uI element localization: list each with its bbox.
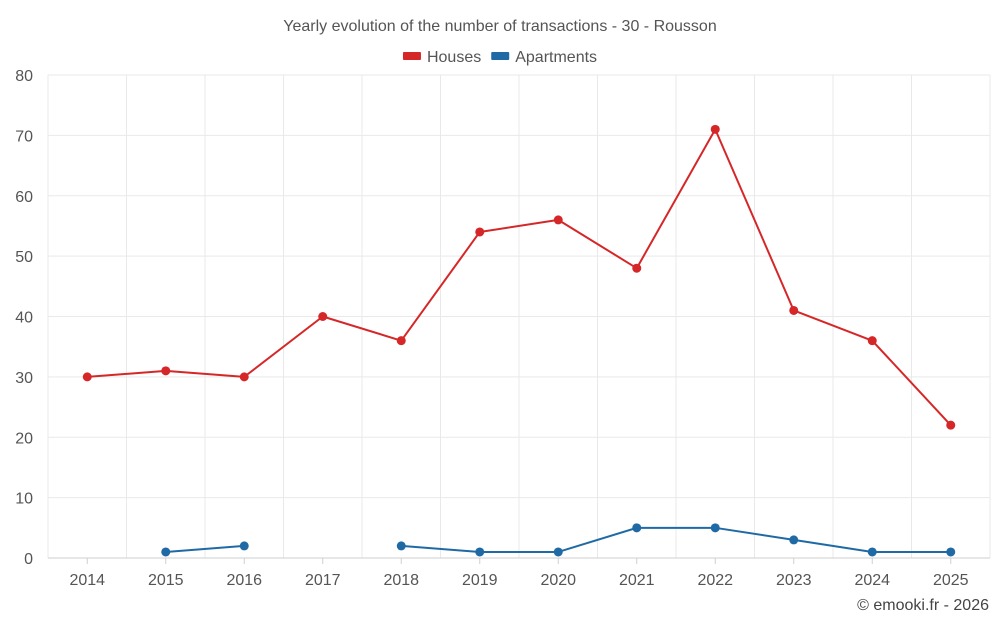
apartments-point-2024[interactable] <box>867 547 877 557</box>
y-tick-label: 20 <box>15 430 33 447</box>
axes: 0 10 20 30 40 50 60 70 80 2014 2015 2016 2017 2018 201… <box>15 68 990 589</box>
y-tick-label: 70 <box>15 128 33 145</box>
x-tick-label: 2019 <box>462 572 498 589</box>
legend-swatch <box>402 52 421 60</box>
houses-point-2014[interactable] <box>82 372 92 382</box>
houses-point-2023[interactable] <box>789 305 799 315</box>
apartments-point-2016[interactable] <box>239 541 249 551</box>
x-tick-label: 2020 <box>540 572 576 589</box>
houses-point-2016[interactable] <box>239 372 249 382</box>
x-tick-label: 2024 <box>854 572 890 589</box>
apartments-point-2015[interactable] <box>161 547 171 557</box>
x-tick-label: 2025 <box>933 572 969 589</box>
houses-point-2020[interactable] <box>553 215 563 225</box>
y-tick-label: 60 <box>15 189 33 206</box>
series-houses <box>82 124 956 430</box>
legend-label: Houses <box>427 49 481 66</box>
apartments-line <box>165 544 245 553</box>
y-tick-label: 40 <box>15 310 33 327</box>
x-tick-label: 2017 <box>305 572 341 589</box>
legend-label: Apartments <box>515 49 597 66</box>
houses-point-2018[interactable] <box>396 336 406 346</box>
houses-point-2019[interactable] <box>475 227 485 237</box>
x-tick-label: 2022 <box>697 572 733 589</box>
apartments-point-2023[interactable] <box>789 535 799 545</box>
y-tick-label: 0 <box>24 551 33 568</box>
series-apartments <box>161 523 956 557</box>
legend[interactable]: Houses Apartments <box>402 49 597 66</box>
x-tick-label: 2015 <box>148 572 184 589</box>
legend-item-houses[interactable]: Houses <box>402 49 481 66</box>
houses-point-2024[interactable] <box>867 336 877 346</box>
apartments-line <box>401 526 951 553</box>
y-tick-label: 30 <box>15 370 33 387</box>
houses-point-2021[interactable] <box>632 263 642 273</box>
x-tick-label: 2023 <box>776 572 812 589</box>
apartments-point-2019[interactable] <box>475 547 485 557</box>
series-layer <box>82 124 956 557</box>
apartments-point-2018[interactable] <box>396 541 406 551</box>
houses-point-2017[interactable] <box>318 312 328 321</box>
x-tick-label: 2014 <box>69 572 105 589</box>
houses-point-2025[interactable] <box>946 420 956 430</box>
apartments-point-2020[interactable] <box>553 547 563 557</box>
grid-lines <box>47 74 991 559</box>
apartments-point-2021[interactable] <box>632 523 642 533</box>
y-tick-label: 80 <box>15 68 33 85</box>
legend-item-apartments[interactable]: Apartments <box>491 49 597 66</box>
legend-swatch <box>491 52 510 60</box>
x-tick-label: 2018 <box>383 572 419 589</box>
y-tick-label: 10 <box>15 491 33 508</box>
y-tick-label: 50 <box>15 249 33 266</box>
apartments-point-2022[interactable] <box>710 523 720 533</box>
credit-text: © emooki.fr - 2026 <box>857 597 989 614</box>
houses-point-2015[interactable] <box>161 366 171 376</box>
houses-line <box>87 128 952 426</box>
apartments-point-2025[interactable] <box>946 547 956 557</box>
x-tick-label: 2021 <box>619 572 655 589</box>
houses-point-2022[interactable] <box>710 124 720 134</box>
x-tick-label: 2016 <box>226 572 262 589</box>
chart-title: Yearly evolution of the number of transa… <box>283 18 716 35</box>
